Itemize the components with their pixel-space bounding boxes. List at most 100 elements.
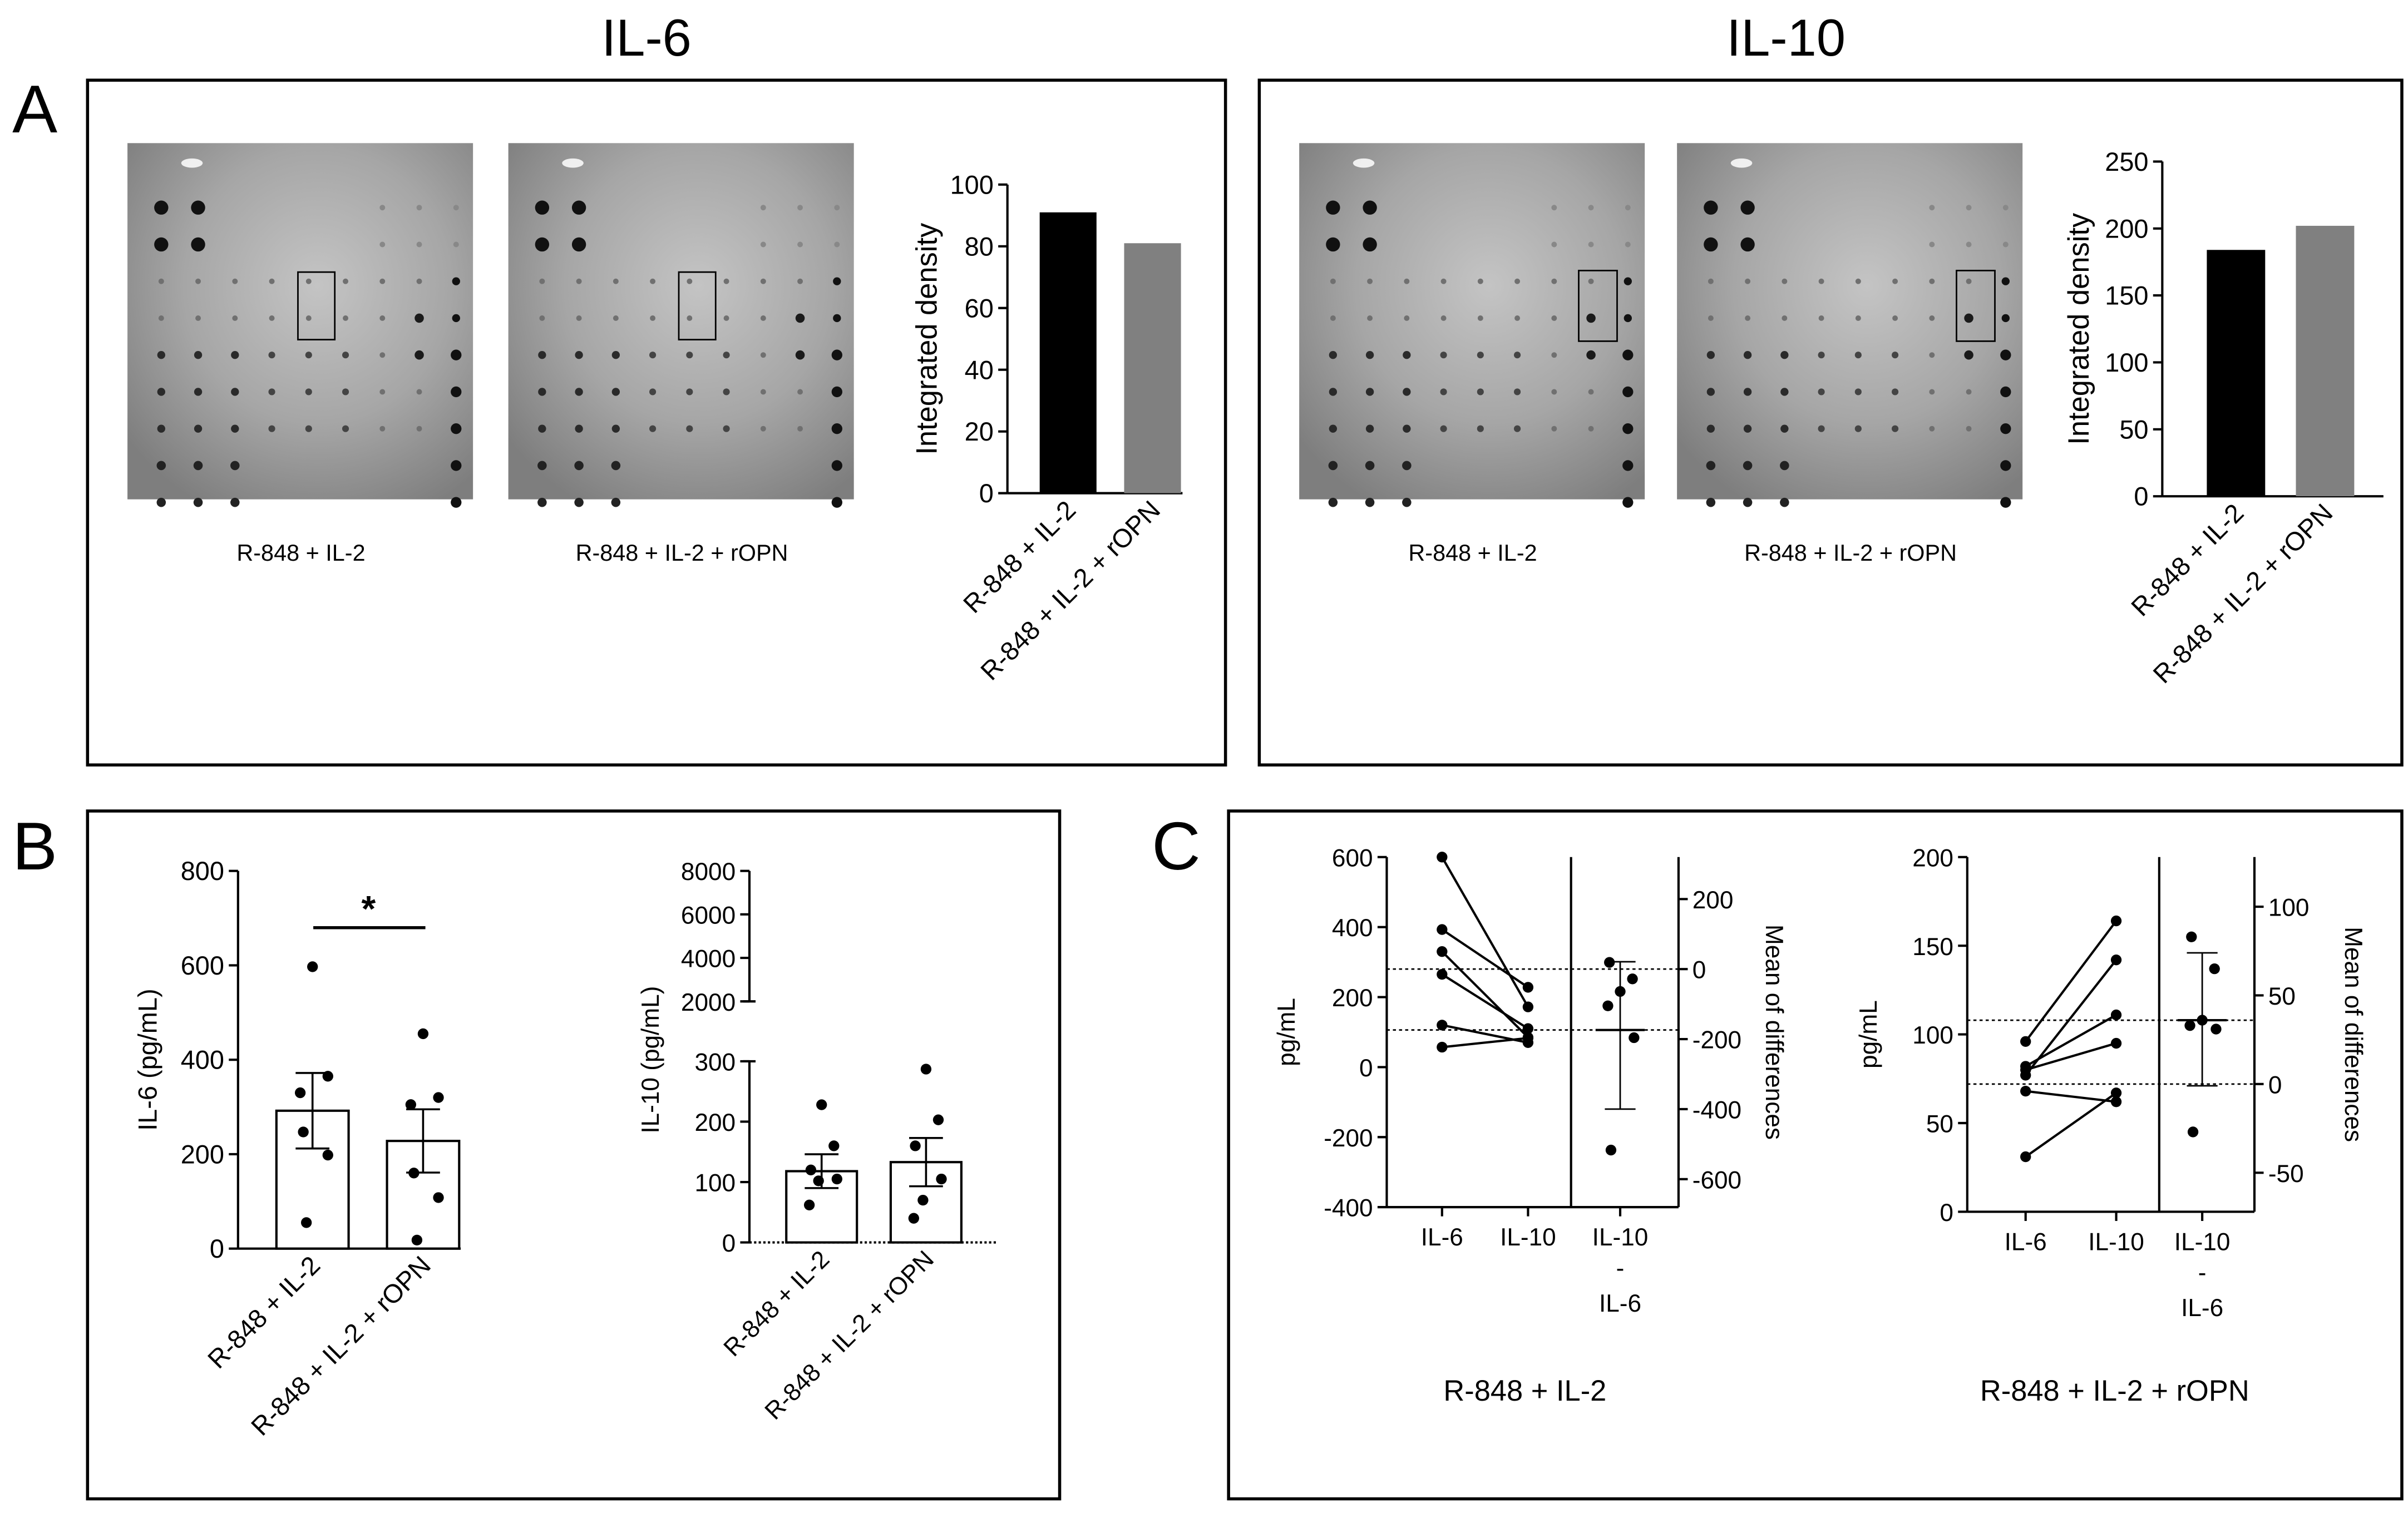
paired-line: [2025, 959, 2118, 1076]
blot-spot: [1403, 388, 1411, 396]
blot-spot: [1929, 241, 1935, 248]
blot-spot: [611, 424, 620, 433]
blot-spot: [2002, 205, 2009, 211]
blot-spot: [453, 205, 459, 211]
blot-spot: [1966, 278, 1972, 284]
blot-spot: [193, 497, 203, 507]
blot-spot: [535, 237, 550, 252]
paired-line: [2025, 1090, 2116, 1103]
panel-b-frame: [86, 809, 1062, 1501]
y-tick-label: 200: [1912, 844, 1953, 872]
blot-spot: [1477, 315, 1483, 321]
blot-spot: [831, 349, 842, 360]
x-tick-label: R-848 + IL-2 + rOPN: [759, 1245, 939, 1425]
data-point: [307, 961, 318, 972]
diff-y-tick-label: -50: [2268, 1160, 2304, 1188]
y-tick-label: 0: [1940, 1199, 1953, 1227]
y-tick-label: 50: [1926, 1111, 1953, 1138]
blot-spot: [797, 426, 803, 432]
blot-il6-ropn: [508, 143, 854, 508]
blot-background: [1677, 143, 2023, 500]
blot-spot: [1514, 352, 1521, 359]
data-point-il6: [2020, 1151, 2031, 1163]
y-axis-title: IL-10 (pg/mL): [637, 986, 664, 1134]
blot-spot: [1966, 389, 1972, 395]
difference-point: [1629, 1032, 1640, 1044]
y-tick-label: 2000: [681, 989, 736, 1016]
data-point: [405, 1099, 417, 1110]
blot-spot: [379, 278, 386, 284]
x-tick-label: IL-10: [2088, 1228, 2144, 1255]
blot-spot: [194, 388, 203, 396]
blot-spot: [2000, 349, 2011, 360]
y-axis-title: pg/mL: [1273, 998, 1300, 1066]
blot-spot: [1622, 386, 1634, 398]
blot-spot: [379, 426, 386, 432]
blot-spot: [379, 352, 386, 358]
blot-spot: [193, 461, 203, 471]
data-point-il6: [1437, 968, 1448, 980]
paired-line: [2025, 1092, 2117, 1158]
y-axis-title: Integrated density: [2063, 212, 2095, 445]
blot-spot: [1586, 313, 1596, 323]
blot-spot: [1818, 425, 1825, 432]
paired-line: [2025, 1042, 2117, 1071]
y-tick-label: 100: [2105, 348, 2148, 377]
diff-y-tick-label: 100: [2268, 894, 2310, 922]
x-tick-label: IL-6: [1421, 1224, 1463, 1251]
blot-spot: [1328, 497, 1338, 507]
y-tick-label: 200: [181, 1140, 224, 1169]
bar: [1039, 212, 1097, 493]
blot-spot: [611, 461, 621, 471]
blot-spot: [1330, 315, 1336, 321]
blot-spot: [1780, 497, 1789, 507]
y-tick-label: 400: [181, 1046, 224, 1075]
blot-spot: [1780, 461, 1789, 471]
blot-spot: [1743, 461, 1753, 471]
blot-spot: [649, 388, 657, 395]
y-tick-label: 40: [965, 355, 994, 384]
blot-spot: [571, 237, 586, 252]
blot-background: [127, 143, 473, 500]
blot-spot: [1588, 278, 1594, 284]
panel-letter-b: B: [12, 808, 57, 884]
x-tick-label: R-848 + IL-2 + rOPN: [245, 1250, 436, 1441]
x-tick-label: R-848 + IL-2 + rOPN: [2148, 498, 2338, 689]
blot-spot: [760, 315, 766, 321]
blot-spot: [1745, 315, 1751, 321]
data-point: [917, 1194, 929, 1206]
blot-spot: [1551, 278, 1557, 284]
data-point: [908, 1213, 919, 1224]
blot-spot: [831, 423, 842, 434]
data-point: [301, 1217, 312, 1228]
y-tick-label: 0: [2134, 482, 2148, 511]
blot-spot: [537, 497, 547, 507]
blot-spot: [2002, 241, 2009, 248]
blot-spot: [269, 278, 275, 284]
y-tick-label: 0: [979, 479, 994, 508]
y-tick-label: -200: [1324, 1125, 1373, 1152]
blot-spot: [575, 351, 583, 359]
paired-line: [1441, 973, 1529, 1030]
panel-c-caption-left: R-848 + IL-2: [1443, 1375, 1606, 1407]
y-tick-label: 0: [1359, 1055, 1373, 1082]
data-point-il6: [1437, 1041, 1448, 1053]
blot-spot: [1551, 315, 1557, 321]
blot-spot: [1329, 424, 1338, 433]
blot-spot: [451, 386, 462, 398]
paired-line: [1442, 1037, 1528, 1049]
blot-reference-mark: [1730, 158, 1753, 168]
diff-y-tick-label: -200: [1692, 1027, 1741, 1054]
paired-line: [1441, 951, 1529, 1039]
diff-label-line3: IL-6: [2181, 1294, 2223, 1322]
blot-spot: [415, 350, 424, 360]
blot-spot: [575, 424, 583, 433]
blot-spot: [1328, 461, 1338, 471]
blot-spot: [1780, 351, 1789, 359]
blot-caption-il6-control: R-848 + IL-2: [236, 540, 365, 566]
blot-reference-mark: [181, 158, 203, 168]
data-point-il6: [1437, 1020, 1448, 1031]
blot-spot: [1365, 351, 1374, 359]
y-tick-label: 250: [2105, 147, 2148, 176]
